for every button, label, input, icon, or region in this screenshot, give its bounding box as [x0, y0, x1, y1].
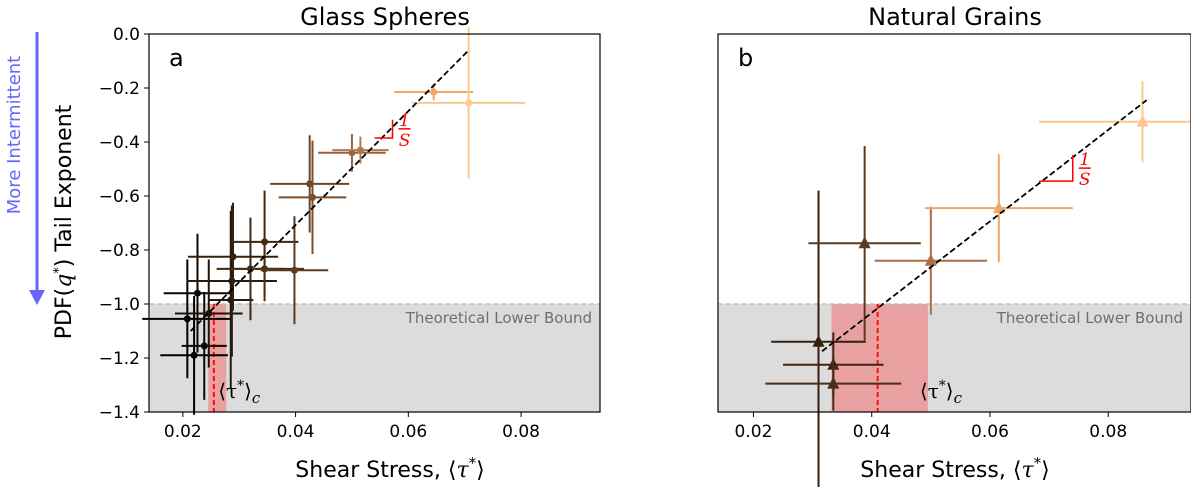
- panel-b-tau-c-band: [831, 304, 928, 412]
- panel-a-y-ticks: 0.0 −0.2 −0.4 −0.6 −0.8 −1.0 −1.2 −1.4: [99, 25, 149, 423]
- panel-a-marker: [229, 253, 237, 261]
- panel-a-y-tick-label: 0.0: [113, 25, 140, 45]
- panel-a-slope-label: 1 S: [398, 111, 411, 151]
- panel-b-bound-region: [718, 304, 1191, 412]
- panel-a-tau-c-band: [208, 304, 227, 412]
- panel-a-x-tick-label: 0.02: [164, 422, 202, 442]
- panel-a-y-tick-label: −0.4: [99, 133, 140, 153]
- panel-b-marker: [858, 236, 871, 249]
- panel-glass-spheres: Glass Spheres 1 S Theoretical Lower Boun…: [52, 3, 601, 483]
- panel-a-label: a: [169, 44, 184, 72]
- panel-b-marker: [812, 334, 825, 347]
- panel-b-x-axis-label: Shear Stress, ⟨τ*⟩: [860, 454, 1049, 483]
- panel-a-fit-line: [190, 49, 470, 332]
- panel-a-x-tick-label: 0.06: [389, 422, 427, 442]
- panel-a-x-tick-label: 0.04: [277, 422, 315, 442]
- panel-a-slope-denominator: S: [399, 131, 411, 151]
- intermittency-annotation: More Intermittent: [4, 32, 45, 305]
- panel-a-points: [142, 27, 526, 415]
- panel-b-marker: [1136, 114, 1149, 127]
- panel-a-data-point: [318, 133, 386, 172]
- panel-b-marker: [924, 253, 937, 266]
- panel-a-y-tick-label: −0.2: [99, 79, 140, 99]
- panel-b-title: Natural Grains: [868, 3, 1042, 31]
- panel-a-marker: [200, 342, 208, 350]
- panel-a-slope-marker: [374, 119, 394, 139]
- panel-a-data-point: [394, 83, 474, 101]
- panel-a-data-point: [278, 140, 347, 255]
- panel-a-marker: [308, 193, 316, 201]
- panel-natural-grains: Natural Grains 1 S Theoretical Lower Bou…: [717, 3, 1191, 487]
- panel-a-y-tick-label: −0.8: [99, 241, 140, 261]
- panel-b-axes-frame: [717, 33, 1191, 413]
- panel-b-slope-denominator: S: [1079, 170, 1091, 190]
- panel-b-data-point: [1039, 81, 1191, 163]
- panel-b-label: b: [738, 44, 753, 72]
- panel-a-data-point: [270, 135, 350, 233]
- panel-a-marker: [190, 351, 198, 359]
- panel-b-data-point: [771, 190, 866, 487]
- panel-b-data-point: [765, 356, 902, 411]
- intermittency-arrow-head: [29, 290, 45, 305]
- panel-a-data-point: [412, 27, 526, 179]
- panel-a-title: Glass Spheres: [300, 3, 470, 31]
- panel-a-y-axis-label: PDF(q*) Tail Exponent: [52, 104, 77, 339]
- panel-a-x-axis-label: Shear Stress, ⟨τ*⟩: [295, 454, 484, 483]
- panel-a-marker: [183, 315, 191, 323]
- panel-b-x-tick-label: 0.04: [853, 422, 891, 442]
- panel-a-data-point: [163, 233, 232, 353]
- panel-b-x-tick-label: 0.02: [735, 422, 773, 442]
- panel-a-marker: [261, 265, 269, 273]
- panel-a-data-point: [332, 136, 389, 164]
- panel-a-x-tick-label: 0.08: [502, 422, 540, 442]
- panel-a-marker: [290, 266, 298, 274]
- panel-b-data-point: [874, 206, 988, 315]
- panel-b-data-point: [808, 146, 921, 341]
- panel-a-slope-numerator: 1: [399, 111, 410, 131]
- panel-b-slope-marker: [1039, 155, 1074, 182]
- panel-a-marker: [306, 180, 314, 188]
- panel-a-marker: [430, 88, 438, 96]
- panel-b-marker: [827, 376, 840, 389]
- panel-a-marker: [193, 289, 201, 297]
- panel-a-marker: [356, 146, 364, 154]
- panel-b-slope-numerator: 1: [1079, 150, 1090, 170]
- panel-a-y-tick-label: −1.2: [99, 349, 140, 369]
- panel-a-data-point: [260, 216, 329, 325]
- panel-b-fit-line: [821, 99, 1148, 352]
- panel-b-slope-label: 1 S: [1078, 150, 1091, 190]
- panel-b-x-tick-label: 0.06: [971, 422, 1009, 442]
- panel-a-x-ticks: 0.02 0.04 0.06 0.08: [164, 412, 540, 442]
- panel-a-y-tick-label: −1.4: [99, 403, 140, 423]
- panel-b-data-point: [924, 154, 1073, 263]
- panel-a-axes-frame: [148, 33, 601, 413]
- panel-a-data-point: [142, 259, 233, 379]
- panel-a-y-tick-label: −0.6: [99, 187, 140, 207]
- panel-a-marker: [228, 277, 236, 285]
- panel-a-y-tick-label: −1.0: [99, 295, 140, 315]
- panel-b-points: [765, 81, 1191, 487]
- panel-a-data-point: [181, 291, 227, 400]
- panel-b-marker: [992, 201, 1005, 214]
- panel-a-data-point: [160, 295, 228, 415]
- panel-b-x-tick-label: 0.08: [1089, 422, 1127, 442]
- panel-b-x-ticks: 0.02 0.04 0.06 0.08: [735, 412, 1127, 442]
- panel-a-bound-label: Theoretical Lower Bound: [405, 309, 592, 327]
- panel-b-tau-c-label: ⟨τ*⟩c: [920, 378, 963, 407]
- panel-b-bound-label: Theoretical Lower Bound: [996, 309, 1183, 327]
- panel-a-marker: [465, 99, 473, 107]
- intermittency-label: More Intermittent: [4, 56, 25, 214]
